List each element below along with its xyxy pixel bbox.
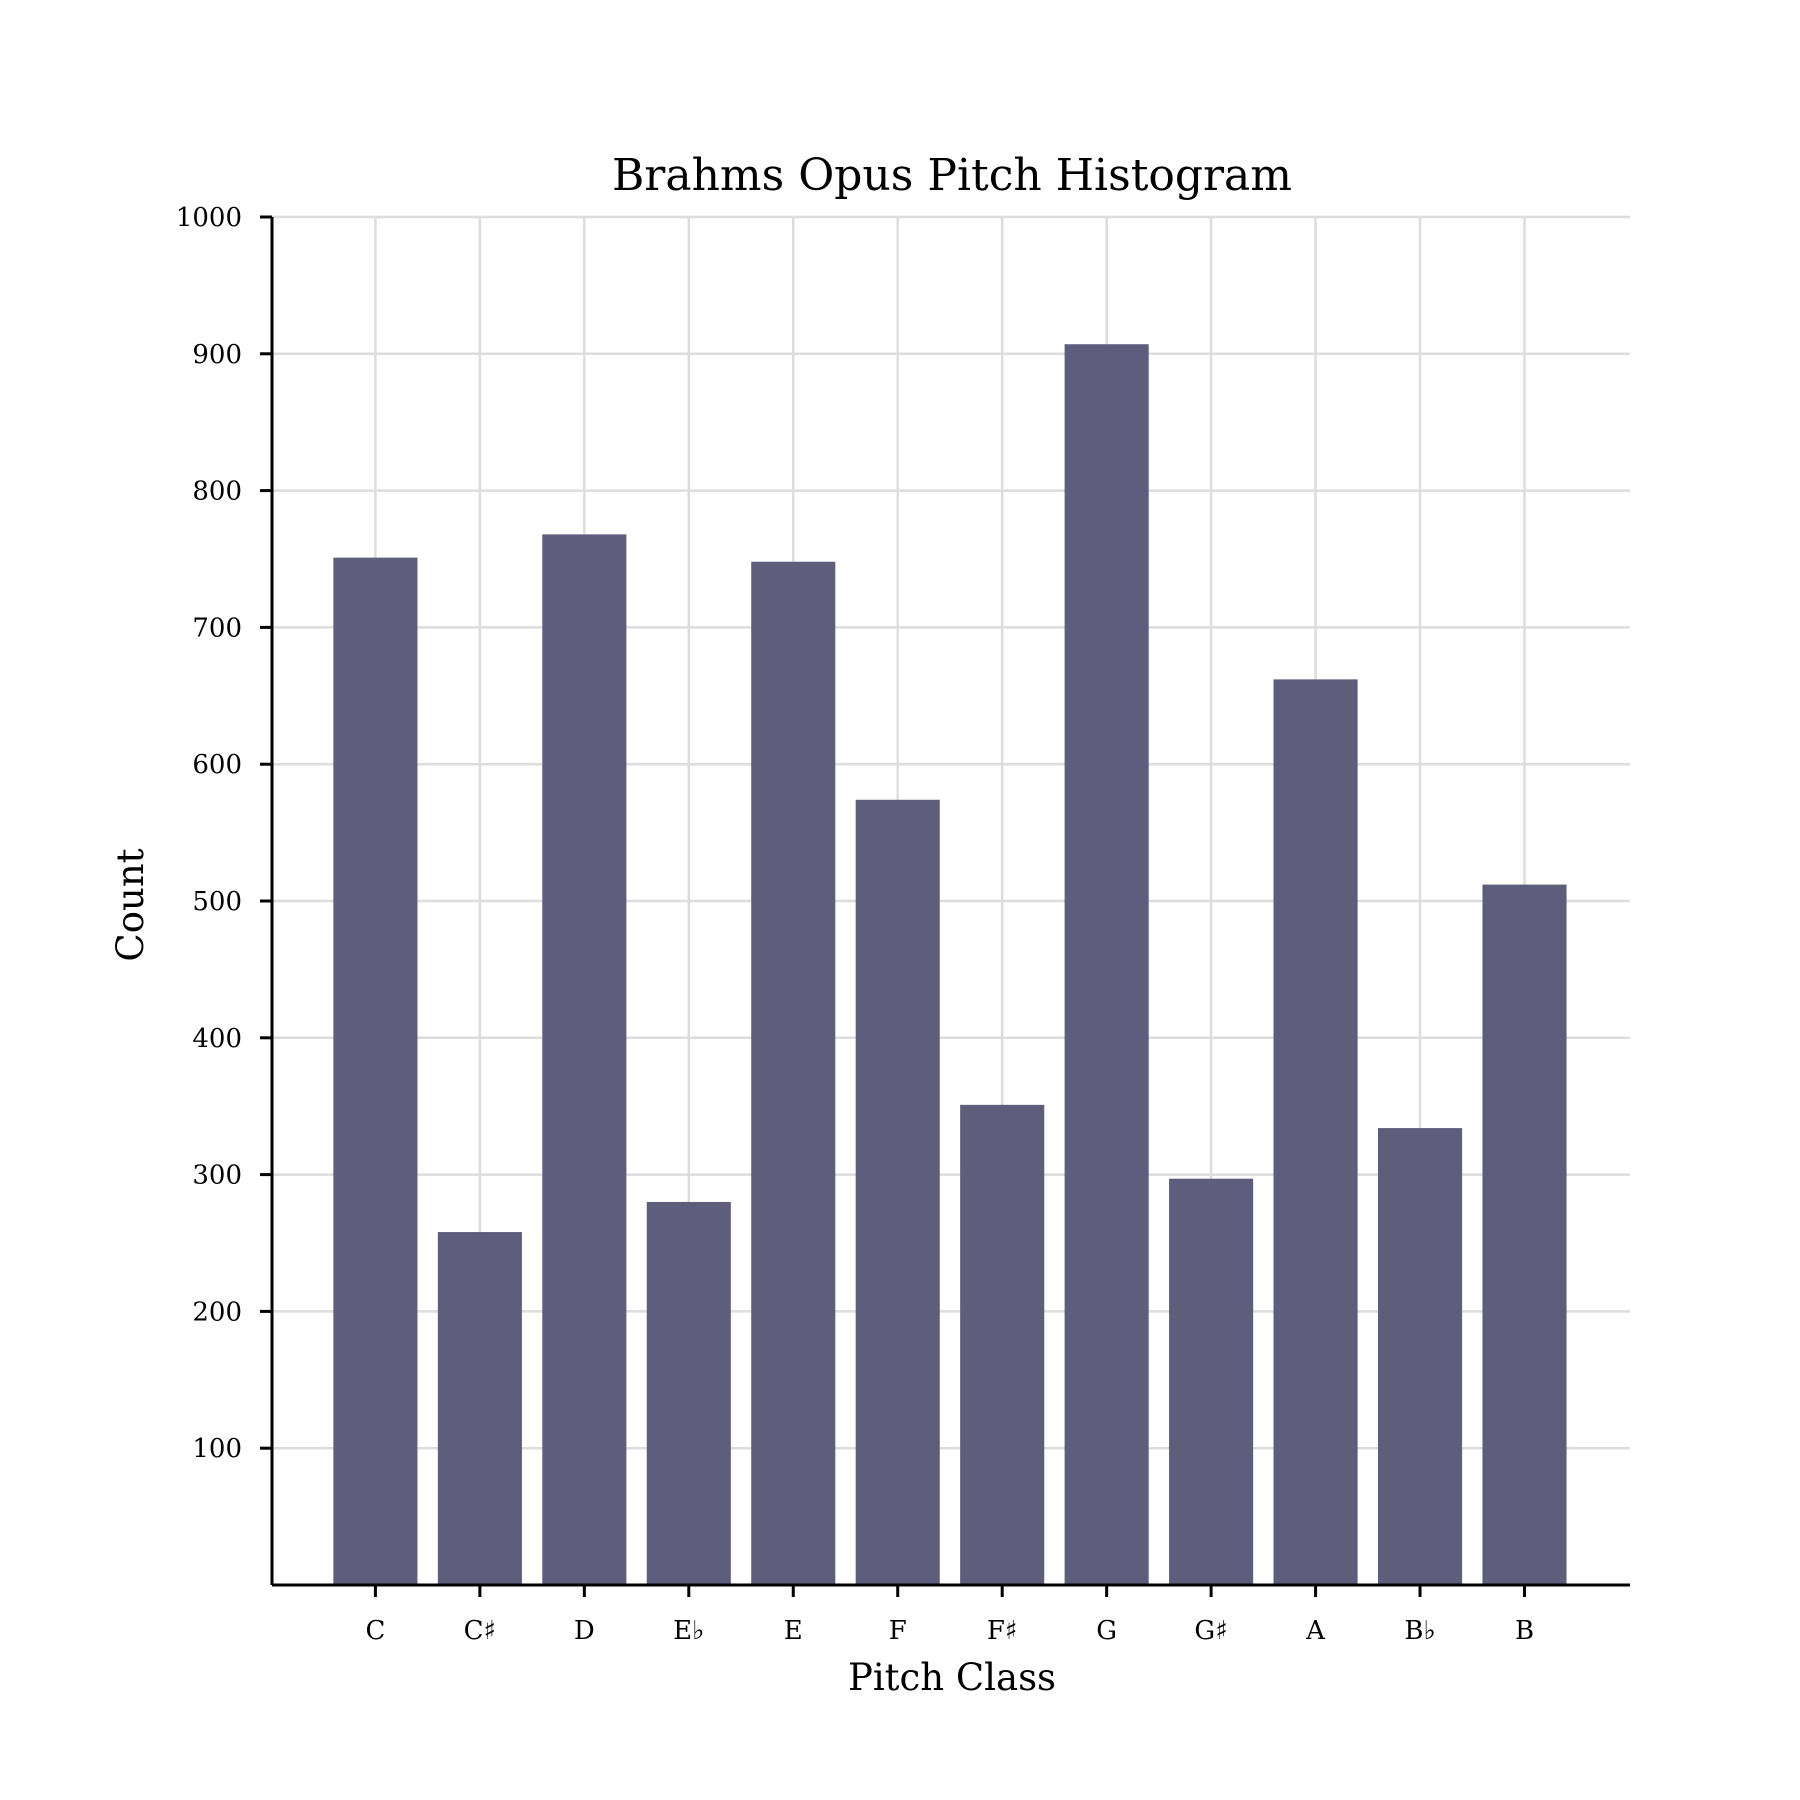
bar: [333, 557, 418, 1585]
y-tick-label: 1000: [176, 203, 242, 233]
x-tick-label: C: [365, 1616, 385, 1646]
x-tick-label: G: [1096, 1616, 1117, 1646]
x-tick-label: A: [1305, 1616, 1326, 1646]
y-tick-label: 900: [192, 340, 242, 370]
x-tick-label: G♯: [1194, 1616, 1227, 1646]
x-tick-label: C♯: [464, 1616, 496, 1646]
y-tick-label: 700: [192, 613, 242, 643]
bar: [542, 534, 627, 1585]
y-tick-label: 100: [192, 1434, 242, 1464]
bars: [333, 344, 1567, 1585]
x-tick-label: D: [574, 1616, 595, 1646]
chart-title: Brahms Opus Pitch Histogram: [612, 150, 1292, 201]
y-tick-label: 800: [192, 477, 242, 507]
bar: [1273, 679, 1358, 1585]
bar: [855, 799, 940, 1585]
x-tick-label: E♭: [673, 1616, 704, 1646]
x-tick-label: F: [889, 1616, 907, 1646]
bar: [437, 1232, 522, 1585]
bar: [751, 561, 836, 1585]
x-tick-label: B♭: [1404, 1616, 1435, 1646]
y-tick-label: 500: [192, 887, 242, 917]
tick-labels: 100 200 300 400 500 600 700 800 900 1000 C C♯ D E♭ E F F…: [176, 203, 1534, 1646]
x-tick-label: E: [784, 1616, 803, 1646]
bar: [646, 1201, 731, 1585]
y-axis-label: Count: [109, 848, 152, 961]
bar: [960, 1104, 1045, 1585]
y-tick-label: 300: [192, 1161, 242, 1191]
x-tick-label: F♯: [987, 1616, 1018, 1646]
bar: [1169, 1178, 1254, 1585]
axes: [260, 215, 1630, 1597]
x-axis-label: Pitch Class: [848, 1656, 1056, 1699]
y-tick-label: 400: [192, 1024, 242, 1054]
bar: [1064, 344, 1149, 1585]
y-tick-label: 200: [192, 1297, 242, 1327]
bar: [1482, 884, 1567, 1585]
x-tick-label: B: [1515, 1616, 1534, 1646]
y-tick-label: 600: [192, 750, 242, 780]
bar: [1377, 1128, 1463, 1585]
